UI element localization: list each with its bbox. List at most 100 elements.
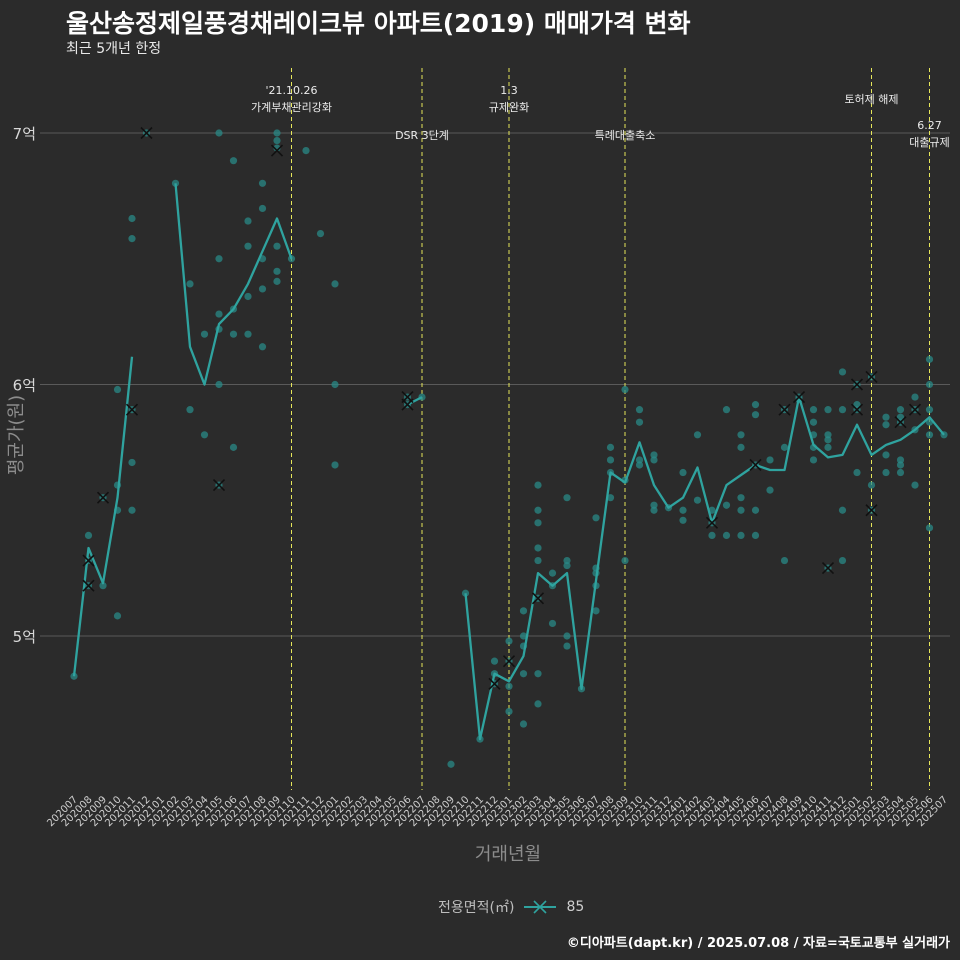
x-marker <box>749 458 762 472</box>
data-point <box>650 456 658 464</box>
data-point <box>258 204 267 213</box>
data-point <box>896 406 905 414</box>
data-point <box>621 556 629 565</box>
data-point <box>592 514 600 522</box>
data-point <box>171 179 180 187</box>
data-point <box>128 235 136 243</box>
data-point <box>563 632 571 640</box>
data-point <box>896 456 905 464</box>
data-point <box>548 619 557 628</box>
data-point <box>490 657 499 665</box>
legend-label: 85 <box>566 899 585 915</box>
data-point <box>635 418 644 426</box>
data-point <box>722 501 731 509</box>
data-point <box>563 561 571 570</box>
data-point <box>534 544 542 552</box>
data-point <box>316 230 325 238</box>
data-point <box>519 632 528 640</box>
data-point <box>635 461 644 469</box>
data-point <box>824 431 832 439</box>
x-marker <box>82 579 95 592</box>
event-annotation: '21.10.26 <box>265 84 317 97</box>
x-marker <box>821 562 835 575</box>
data-point <box>882 451 890 459</box>
x-marker-stroke <box>531 592 545 605</box>
data-point <box>606 456 615 464</box>
x-marker-stroke <box>125 403 139 416</box>
x-marker <box>270 144 284 157</box>
data-point <box>737 506 745 514</box>
data-point <box>563 494 571 502</box>
data-point <box>766 486 774 494</box>
data-point <box>780 556 789 565</box>
x-marker-stroke <box>140 126 153 140</box>
data-point <box>229 330 238 338</box>
chart-title: 울산송정제일풍경채레이크뷰 아파트(2019) 매매가격 변화 <box>66 9 691 38</box>
y-axis-label: 평균가(원) <box>6 395 27 475</box>
data-point <box>128 506 136 514</box>
data-point <box>635 456 644 464</box>
data-point <box>273 242 281 250</box>
data-point <box>737 431 745 439</box>
x-axis-ticks: 2020072020082020092020102020112020122021… <box>45 794 950 829</box>
x-marker <box>125 403 139 416</box>
data-point <box>650 451 658 459</box>
data-point <box>244 242 252 250</box>
y-tick-label: 5억 <box>13 628 36 646</box>
event-annotation: 1.3 <box>500 84 518 97</box>
data-point <box>229 157 238 165</box>
data-point <box>505 637 513 645</box>
data-point <box>113 385 122 394</box>
grid-lines <box>40 132 950 637</box>
data-point <box>534 506 542 514</box>
data-point <box>215 129 223 137</box>
data-point <box>911 481 919 489</box>
x-marker-stroke <box>865 370 878 384</box>
data-point <box>737 494 745 502</box>
data-point <box>273 277 281 285</box>
data-point <box>838 506 847 514</box>
x-marker-stroke <box>705 516 719 529</box>
data-point <box>896 461 905 469</box>
x-marker-stroke <box>850 403 864 416</box>
x-marker-stroke <box>749 458 762 472</box>
data-point <box>331 380 339 389</box>
event-annotation: 특례대출축소 <box>595 129 656 142</box>
x-marker <box>531 592 545 605</box>
x-marker <box>792 391 806 404</box>
data-point <box>679 468 687 477</box>
series-line-segment <box>464 395 945 741</box>
data-point <box>200 330 209 338</box>
data-point <box>722 406 731 414</box>
data-point <box>853 468 861 477</box>
data-point <box>824 436 832 444</box>
data-point <box>925 406 934 414</box>
series-line-segment <box>72 356 134 677</box>
data-point <box>70 672 78 680</box>
x-marker <box>908 403 922 416</box>
data-point <box>853 401 861 409</box>
data-point <box>215 310 223 318</box>
x-marker <box>865 504 878 517</box>
data-point <box>113 612 122 620</box>
data-point <box>302 147 310 155</box>
x-marker-stroke <box>894 416 907 429</box>
y-tick-label: 6억 <box>13 377 36 395</box>
legend: 전용면적(㎡) 85 <box>438 897 584 917</box>
data-point <box>592 607 600 615</box>
data-point <box>751 506 760 514</box>
data-point <box>708 531 716 540</box>
data-point <box>331 461 339 469</box>
x-marker <box>502 655 516 668</box>
data-point <box>751 401 760 409</box>
x-marker <box>865 370 878 384</box>
x-marker-stroke <box>96 491 110 504</box>
event-annotation: 6.27 <box>917 119 942 132</box>
data-point <box>722 531 731 540</box>
x-marker <box>705 516 719 529</box>
event-annotation: 대출규제 <box>909 136 949 149</box>
x-marker-stroke <box>488 677 501 690</box>
data-point <box>519 670 528 678</box>
data-point <box>99 582 107 590</box>
